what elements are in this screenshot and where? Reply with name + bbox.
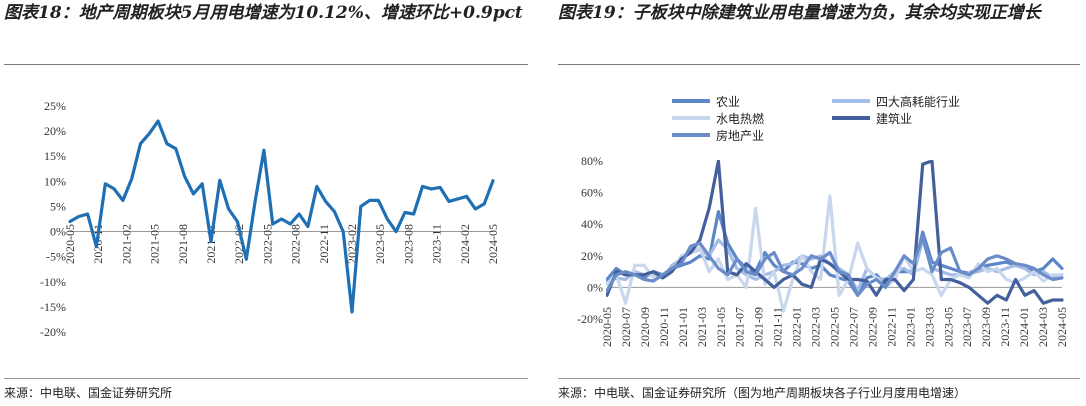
series-line-农业	[606, 210, 1064, 297]
x-tick-label: 2022-07	[846, 307, 860, 347]
title-left: 图表18：地产周期板块5月用电增速为10.12%、增速环比+0.9pct	[4, 3, 523, 23]
y-tick-label: -20%	[40, 325, 66, 339]
x-tick-label: 2023-09	[979, 307, 993, 347]
series-line-水电热燃	[606, 194, 1064, 313]
x-tick-label: 2020-05	[600, 307, 614, 347]
x-tick-label: 2023-01	[903, 307, 917, 347]
y-tick-label: 60%	[581, 186, 603, 200]
title-right: 图表19：子板块中除建筑业用电量增速为负，其余均实现正增长	[558, 3, 1041, 23]
y-tick-label: -20%	[577, 312, 603, 326]
x-tick-label: 2021-03	[695, 307, 709, 347]
x-tick-label: 2024-01	[1017, 307, 1031, 347]
x-tick-label: 2020-11	[657, 307, 671, 347]
x-tick-label: 2024-05	[1055, 307, 1069, 347]
y-tick-label: 15%	[44, 149, 66, 163]
x-tick-label: 2024-02	[458, 224, 472, 264]
x-tick-label: 2023-05	[941, 307, 955, 347]
x-tick-label: 2022-05	[260, 224, 274, 264]
x-tick-label: 2022-01	[790, 307, 804, 347]
x-tick-label: 2021-08	[176, 224, 190, 264]
legend-label: 四大高耗能行业	[876, 94, 960, 109]
y-tick-label: 40%	[581, 217, 603, 231]
y-tick-label: 20%	[581, 249, 603, 263]
chart-right: 80% 60% 40% 20% 0% -20%2020-05 2020-07 2020-09 2…	[577, 94, 1069, 347]
series-group	[606, 160, 1064, 313]
x-tick-label: 2023-03	[922, 307, 936, 347]
y-tick-label: 80%	[581, 154, 603, 168]
x-tick-label: 2023-05	[373, 224, 387, 264]
x-tick-label: 2021-01	[676, 307, 690, 347]
legend-label: 建筑业	[876, 111, 912, 126]
legend-label: 水电热燃	[716, 111, 764, 126]
x-tick-label: 2021-05	[714, 307, 728, 347]
x-tick-label: 2021-05	[148, 224, 162, 264]
x-tick-label: 2022-11	[317, 224, 331, 264]
source-right: 来源：中电联、国金证券研究所（图为地产周期板块各子行业月度用电增速）	[558, 386, 967, 400]
x-tick-label: 2021-07	[733, 307, 747, 347]
x-tick-label: 2020-05	[63, 224, 77, 264]
x-tick-label: 2023-08	[401, 224, 415, 264]
legend-label: 房地产业	[716, 128, 764, 143]
source-left: 来源：中电联、国金证券研究所	[4, 386, 173, 400]
y-tick-label: -15%	[40, 300, 66, 314]
x-tick-label: 2023-07	[960, 307, 974, 347]
x-tick-label: 2020-09	[638, 307, 652, 347]
x-tick-label: 2022-05	[828, 307, 842, 347]
y-tick-label: 25%	[44, 99, 66, 113]
series-line-房地产业	[606, 235, 1064, 297]
title-divider-right	[558, 64, 1080, 65]
x-tick-label: 2021-09	[752, 307, 766, 347]
x-tick-label: 2022-09	[865, 307, 879, 347]
x-tick-label: 2024-05	[486, 224, 500, 264]
y-tick-label: 0%	[587, 280, 603, 294]
x-tick-label: 2022-03	[809, 307, 823, 347]
y-tick-label: -5%	[46, 250, 66, 264]
y-tick-label: 10%	[44, 174, 66, 188]
y-tick-label: 20%	[44, 124, 66, 138]
title-divider-left	[4, 64, 528, 65]
x-tick-label: 2020-07	[619, 307, 633, 347]
y-tick-label: 5%	[50, 199, 66, 213]
x-tick-label: 2021-11	[204, 224, 218, 264]
y-tick-label: 0%	[50, 225, 66, 239]
y-tick-label: -10%	[40, 275, 66, 289]
x-tick-label: 2022-02	[232, 224, 246, 264]
x-tick-label: 2023-11	[998, 307, 1012, 347]
x-tick-label: 2023-11	[430, 224, 444, 264]
x-tick-label: 2022-11	[884, 307, 898, 347]
x-tick-label: 2021-02	[119, 224, 133, 264]
x-tick-label: 2022-08	[289, 224, 303, 264]
x-tick-label: 2024-03	[1036, 307, 1050, 347]
series-line-地产周期板块	[68, 119, 495, 314]
chart-left: 25% 20% 15% 10% 5% 0% -5% -10% -15% -20% 2020-05 20…	[40, 99, 500, 339]
legend-label: 农业	[716, 95, 740, 109]
x-tick-label: 2021-11	[771, 307, 785, 347]
source-divider-right	[558, 378, 1080, 379]
source-divider-left	[4, 378, 528, 379]
